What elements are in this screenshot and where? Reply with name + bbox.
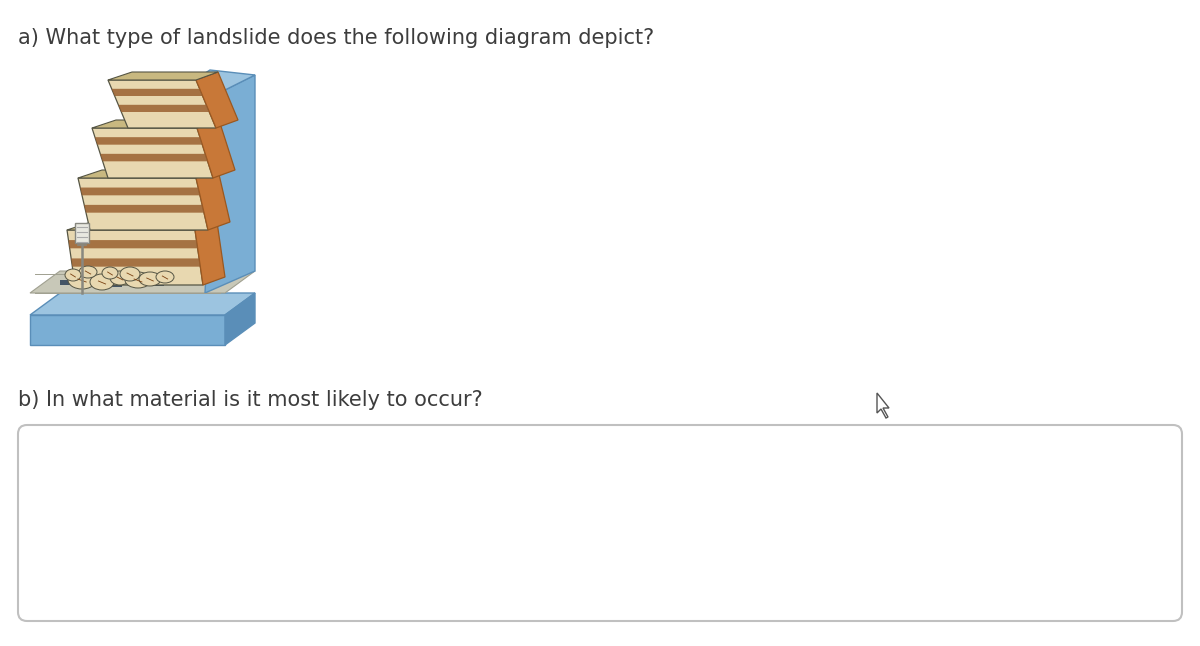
Polygon shape bbox=[119, 105, 209, 112]
Polygon shape bbox=[92, 128, 214, 178]
Polygon shape bbox=[205, 75, 256, 293]
Polygon shape bbox=[196, 170, 230, 230]
Polygon shape bbox=[80, 187, 200, 195]
Polygon shape bbox=[197, 120, 235, 178]
FancyBboxPatch shape bbox=[18, 425, 1182, 621]
Bar bbox=[142, 281, 164, 286]
Polygon shape bbox=[68, 240, 198, 248]
Polygon shape bbox=[71, 258, 200, 267]
Polygon shape bbox=[194, 222, 226, 285]
Ellipse shape bbox=[139, 272, 161, 286]
Polygon shape bbox=[78, 170, 218, 178]
Polygon shape bbox=[108, 80, 216, 128]
Ellipse shape bbox=[90, 274, 114, 290]
Ellipse shape bbox=[68, 271, 96, 289]
Ellipse shape bbox=[79, 266, 97, 278]
Polygon shape bbox=[67, 222, 217, 230]
Ellipse shape bbox=[120, 267, 140, 281]
Polygon shape bbox=[170, 70, 256, 95]
Polygon shape bbox=[877, 393, 889, 418]
Bar bbox=[60, 280, 82, 285]
Polygon shape bbox=[112, 89, 203, 96]
Polygon shape bbox=[78, 178, 208, 230]
Polygon shape bbox=[30, 315, 226, 345]
Ellipse shape bbox=[156, 271, 174, 283]
Polygon shape bbox=[101, 154, 208, 162]
Polygon shape bbox=[84, 205, 204, 213]
Polygon shape bbox=[108, 72, 218, 80]
Ellipse shape bbox=[125, 272, 151, 288]
Polygon shape bbox=[67, 230, 203, 285]
Bar bbox=[100, 282, 122, 287]
Ellipse shape bbox=[65, 269, 82, 281]
Polygon shape bbox=[196, 72, 238, 128]
Polygon shape bbox=[30, 293, 256, 315]
Polygon shape bbox=[30, 271, 256, 293]
Polygon shape bbox=[95, 137, 203, 145]
Bar bbox=[74, 223, 89, 243]
Text: b) In what material is it most likely to occur?: b) In what material is it most likely to… bbox=[18, 390, 482, 410]
Ellipse shape bbox=[110, 271, 130, 285]
Polygon shape bbox=[226, 293, 256, 345]
Text: a) What type of landslide does the following diagram depict?: a) What type of landslide does the follo… bbox=[18, 28, 654, 48]
Ellipse shape bbox=[102, 267, 118, 279]
Polygon shape bbox=[92, 120, 220, 128]
